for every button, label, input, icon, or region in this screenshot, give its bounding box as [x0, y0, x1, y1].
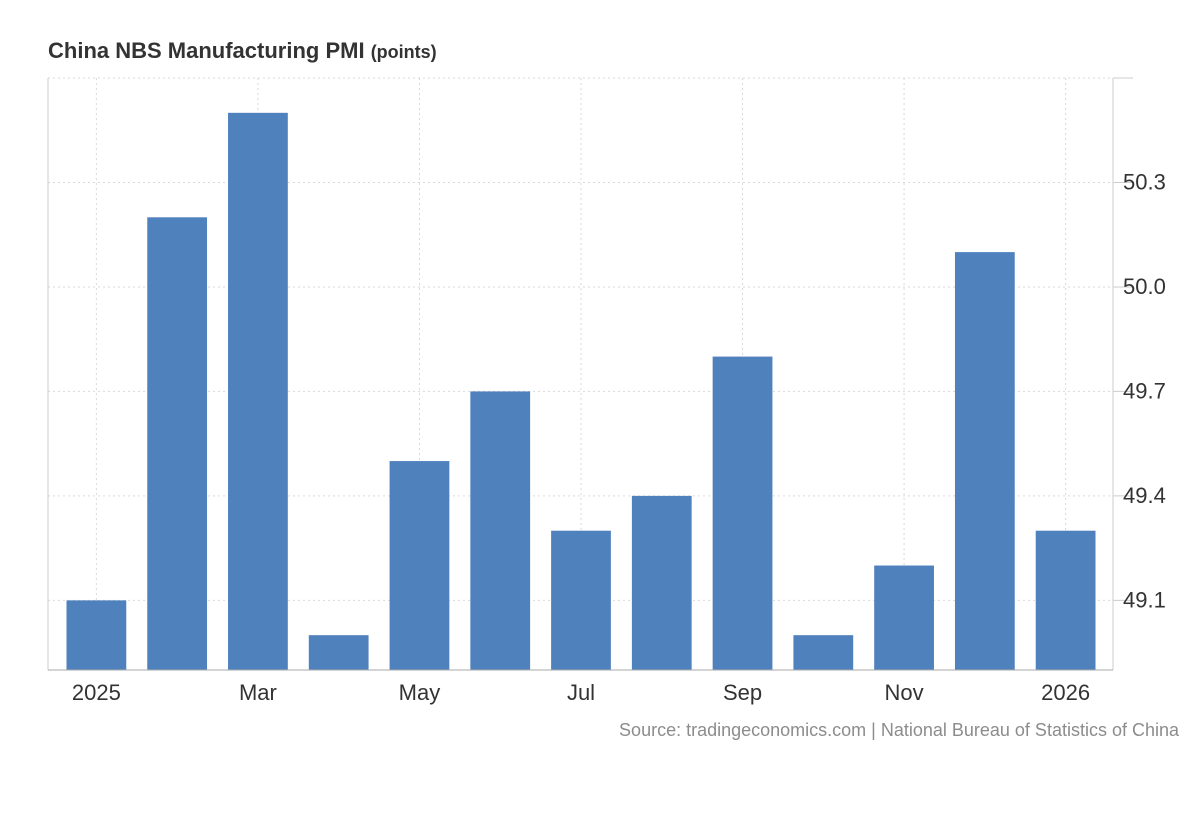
x-tick-label: 2026 — [1041, 680, 1090, 705]
chart-title: China NBS Manufacturing PMI (points) — [48, 38, 437, 64]
bar-2025-04 — [308, 635, 369, 670]
y-tick-label: 50.3 — [1123, 169, 1166, 194]
bar-2025-09 — [712, 356, 773, 670]
chart-title-text: China NBS Manufacturing PMI — [48, 38, 365, 63]
x-tick-label: Sep — [723, 680, 762, 705]
y-tick-label: 49.7 — [1123, 378, 1166, 403]
bar-2025-02 — [147, 217, 208, 670]
y-tick-label: 50.0 — [1123, 274, 1166, 299]
bar-2025-06 — [470, 391, 531, 670]
x-tick-label: Jul — [567, 680, 595, 705]
source-attribution: Source: tradingeconomics.com | National … — [619, 720, 1179, 740]
bar-2025-11 — [874, 565, 934, 670]
x-tick-label: May — [399, 680, 441, 705]
x-tick-label: Mar — [239, 680, 277, 705]
bar-2025-05 — [389, 461, 450, 670]
bar-2025-07 — [551, 530, 611, 670]
bar-2025-12 — [954, 252, 1015, 670]
bar-2025-10 — [793, 635, 854, 670]
x-tick-label: 2025 — [72, 680, 121, 705]
bar-2025-01 — [66, 600, 127, 670]
y-tick-label: 49.1 — [1123, 587, 1166, 612]
x-tick-label: Nov — [885, 680, 924, 705]
chart-unit: (points) — [370, 42, 437, 62]
bar-2026-01 — [1035, 530, 1096, 670]
y-tick-label: 49.4 — [1123, 483, 1166, 508]
bar-2025-08 — [631, 495, 692, 670]
bar-2025-03 — [228, 112, 288, 670]
axes — [47, 77, 1133, 671]
tick-labels: 49.1 49.4 49.7 50.0 50.3 2025 Mar May Jul Sep Nov 2… — [72, 169, 1166, 705]
bars — [66, 112, 1096, 670]
